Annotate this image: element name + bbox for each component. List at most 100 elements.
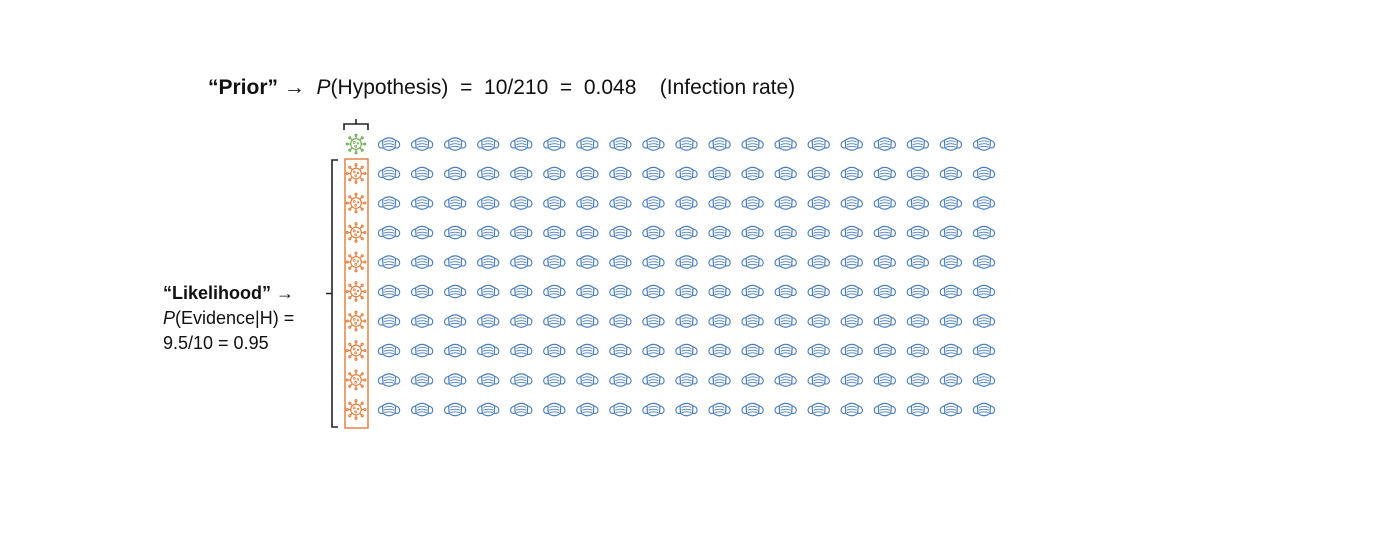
likelihood-virus-icon bbox=[345, 310, 367, 332]
face-mask-icon bbox=[708, 343, 731, 358]
face-mask-icon bbox=[774, 402, 797, 417]
face-mask-icon bbox=[642, 225, 665, 240]
face-mask-icon bbox=[609, 166, 632, 181]
face-mask-icon bbox=[642, 373, 665, 387]
face-mask-icon bbox=[906, 166, 930, 181]
face-mask-icon bbox=[972, 402, 996, 417]
face-mask-icon bbox=[972, 284, 996, 299]
face-mask-icon bbox=[675, 284, 698, 299]
face-mask-icon bbox=[675, 343, 698, 358]
face-mask-icon bbox=[410, 196, 434, 210]
face-mask-icon bbox=[939, 343, 963, 358]
face-mask-icon bbox=[576, 314, 599, 328]
face-mask-icon bbox=[609, 402, 632, 417]
likelihood-value: 9.5/10 = 0.95 bbox=[163, 333, 269, 353]
face-mask-icon bbox=[675, 255, 698, 269]
face-mask-icon bbox=[807, 284, 830, 299]
face-mask-icon bbox=[840, 225, 863, 240]
face-mask-icon bbox=[873, 314, 897, 328]
face-mask-icon bbox=[708, 166, 731, 181]
prior-p-symbol: P bbox=[316, 76, 331, 99]
face-mask-icon bbox=[476, 284, 500, 299]
face-mask-icon bbox=[642, 196, 665, 210]
face-mask-icon bbox=[774, 137, 797, 151]
face-mask-icon bbox=[840, 314, 863, 328]
face-mask-icon bbox=[906, 343, 930, 358]
face-mask-icon bbox=[609, 373, 632, 387]
face-mask-icon bbox=[642, 137, 665, 151]
likelihood-formula: “Likelihood” → P(Evidence|H) = 9.5/10 = … bbox=[163, 281, 294, 356]
face-mask-icon bbox=[510, 314, 533, 328]
face-mask-icon bbox=[741, 343, 764, 358]
face-mask-icon bbox=[377, 402, 401, 417]
face-mask-icon bbox=[675, 373, 698, 387]
face-mask-icon bbox=[708, 373, 731, 387]
face-mask-icon bbox=[543, 255, 566, 269]
face-mask-icon bbox=[708, 225, 731, 240]
face-mask-icon bbox=[576, 343, 599, 358]
face-mask-icon bbox=[840, 373, 863, 387]
face-mask-icon bbox=[972, 137, 996, 151]
face-mask-icon bbox=[939, 373, 963, 387]
face-mask-icon bbox=[708, 402, 731, 417]
face-mask-icon bbox=[939, 255, 963, 269]
face-mask-icon bbox=[410, 314, 434, 328]
face-mask-icon bbox=[774, 314, 797, 328]
face-mask-icon bbox=[840, 255, 863, 269]
face-mask-icon bbox=[377, 196, 401, 210]
face-mask-icon bbox=[675, 314, 698, 328]
face-mask-icon bbox=[510, 255, 533, 269]
likelihood-bracket bbox=[326, 159, 338, 428]
face-mask-icon bbox=[543, 402, 566, 417]
face-mask-icon bbox=[377, 343, 401, 358]
face-mask-icon bbox=[873, 196, 897, 210]
face-mask-icon bbox=[873, 343, 897, 358]
face-mask-icon bbox=[642, 343, 665, 358]
face-mask-icon bbox=[543, 314, 566, 328]
likelihood-virus-icon bbox=[345, 369, 367, 391]
likelihood-virus-icon bbox=[345, 251, 367, 273]
face-mask-icon bbox=[377, 255, 401, 269]
prior-virus-icon bbox=[345, 133, 367, 155]
face-mask-icon bbox=[807, 373, 830, 387]
likelihood-virus-icon bbox=[345, 163, 367, 184]
face-mask-icon bbox=[377, 373, 401, 387]
face-mask-icon bbox=[443, 402, 467, 417]
likelihood-label: “Likelihood” bbox=[163, 283, 271, 303]
face-mask-icon bbox=[609, 255, 632, 269]
face-mask-icon bbox=[642, 166, 665, 181]
prior-arrow: → bbox=[283, 76, 305, 99]
likelihood-virus-icon bbox=[345, 340, 367, 361]
face-mask-icon bbox=[807, 402, 830, 417]
face-mask-icon bbox=[972, 314, 996, 328]
face-mask-icon bbox=[873, 225, 897, 240]
face-mask-icon bbox=[443, 137, 467, 151]
face-mask-icon bbox=[377, 284, 401, 299]
face-mask-icon bbox=[807, 137, 830, 151]
icons-layer bbox=[345, 133, 996, 420]
face-mask-icon bbox=[476, 137, 500, 151]
face-mask-icon bbox=[443, 255, 467, 269]
face-mask-icon bbox=[774, 255, 797, 269]
face-mask-icon bbox=[609, 225, 632, 240]
face-mask-icon bbox=[741, 402, 764, 417]
face-mask-icon bbox=[972, 343, 996, 358]
face-mask-icon bbox=[741, 284, 764, 299]
face-mask-icon bbox=[609, 137, 632, 151]
face-mask-icon bbox=[807, 255, 830, 269]
face-mask-icon bbox=[939, 402, 963, 417]
face-mask-icon bbox=[873, 373, 897, 387]
face-mask-icon bbox=[543, 137, 566, 151]
face-mask-icon bbox=[443, 373, 467, 387]
face-mask-icon bbox=[476, 402, 500, 417]
face-mask-icon bbox=[476, 196, 500, 210]
face-mask-icon bbox=[410, 373, 434, 387]
face-mask-icon bbox=[774, 196, 797, 210]
face-mask-icon bbox=[807, 196, 830, 210]
face-mask-icon bbox=[443, 225, 467, 240]
face-mask-icon bbox=[377, 225, 401, 240]
face-mask-icon bbox=[410, 255, 434, 269]
face-mask-icon bbox=[410, 343, 434, 358]
face-mask-icon bbox=[906, 373, 930, 387]
face-mask-icon bbox=[476, 343, 500, 358]
